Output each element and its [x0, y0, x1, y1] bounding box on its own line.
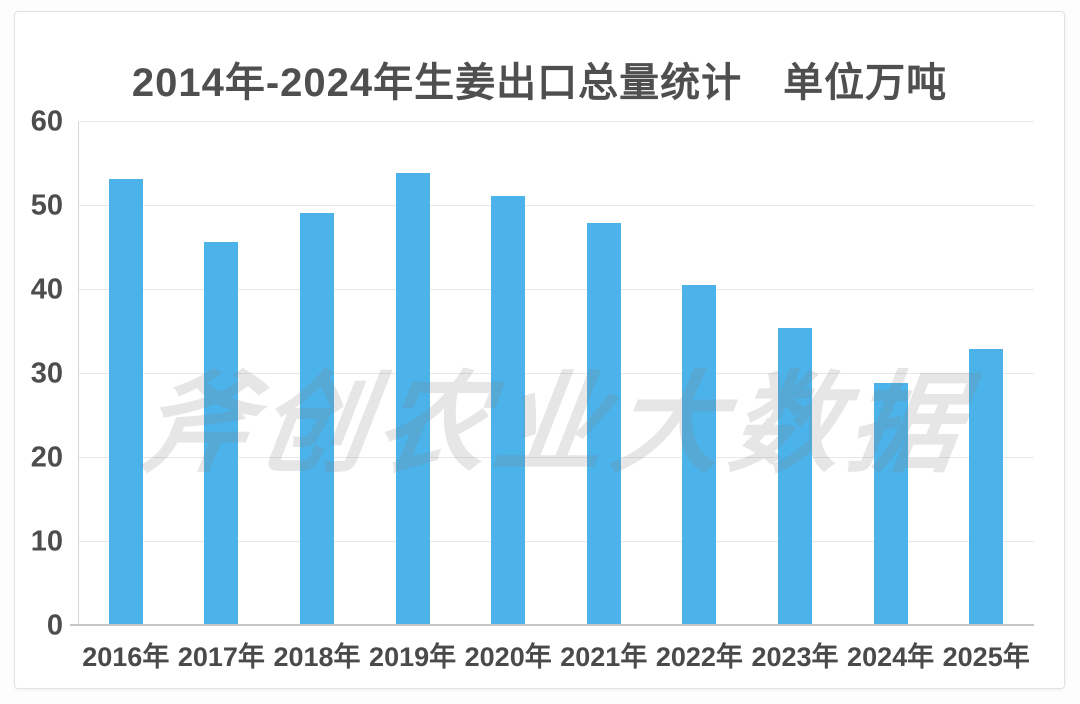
chart-title: 2014年-2024年生姜出口总量统计 单位万吨	[131, 61, 948, 105]
y-axis-labels: 0 10 20 30 40 50 60	[15, 107, 63, 640]
gridline-40	[78, 289, 1034, 290]
y-tick-label-10: 10	[30, 525, 63, 558]
y-tick-label-50: 50	[30, 189, 63, 222]
chart-card: 2014年-2024年生姜出口总量统计 单位万吨 0 10 20 30 40 50 60 2…	[14, 11, 1065, 689]
bar-2020年	[491, 195, 526, 624]
plot-area	[70, 121, 1034, 626]
bar-2021年	[586, 223, 621, 624]
bar-2022年	[682, 285, 717, 624]
x-tick-label-2021年: 2021年	[560, 642, 648, 672]
y-tick-label-0: 0	[46, 609, 63, 642]
y-axis-line	[78, 122, 79, 626]
y-tick-label-40: 40	[30, 273, 63, 306]
x-tick-label-2020年: 2020年	[464, 642, 552, 672]
gridline-50	[78, 205, 1034, 206]
bar-2024年	[873, 382, 908, 624]
bar-2025年	[969, 349, 1004, 624]
gridline-10	[78, 541, 1034, 542]
bar-2017年	[204, 241, 239, 624]
x-tick-label-2017年: 2017年	[177, 642, 265, 672]
gridline-30	[78, 373, 1034, 374]
bar-2018年	[300, 213, 334, 624]
bar-2016年	[108, 178, 143, 624]
x-tick-label-2023年: 2023年	[751, 642, 839, 672]
x-tick-label-2025年: 2025年	[942, 642, 1030, 672]
bar-2023年	[778, 328, 812, 624]
x-axis-labels: 2016年 2017年 2018年 2019年 2020年 2021年 2022年 2023年…	[78, 638, 1034, 678]
y-tick-label-60: 60	[30, 105, 63, 138]
bar-2019年	[395, 172, 430, 624]
gridline-20	[78, 457, 1034, 458]
x-tick-label-2016年: 2016年	[82, 642, 170, 672]
x-tick-label-2022年: 2022年	[655, 642, 743, 672]
y-tick-label-20: 20	[30, 441, 63, 474]
x-axis-line	[70, 624, 1034, 626]
gridline-60	[78, 121, 1034, 122]
x-tick-label-2019年: 2019年	[369, 642, 457, 672]
x-tick-label-2018年: 2018年	[273, 642, 361, 672]
y-tick-label-30: 30	[30, 357, 63, 390]
x-tick-label-2024年: 2024年	[847, 642, 935, 672]
